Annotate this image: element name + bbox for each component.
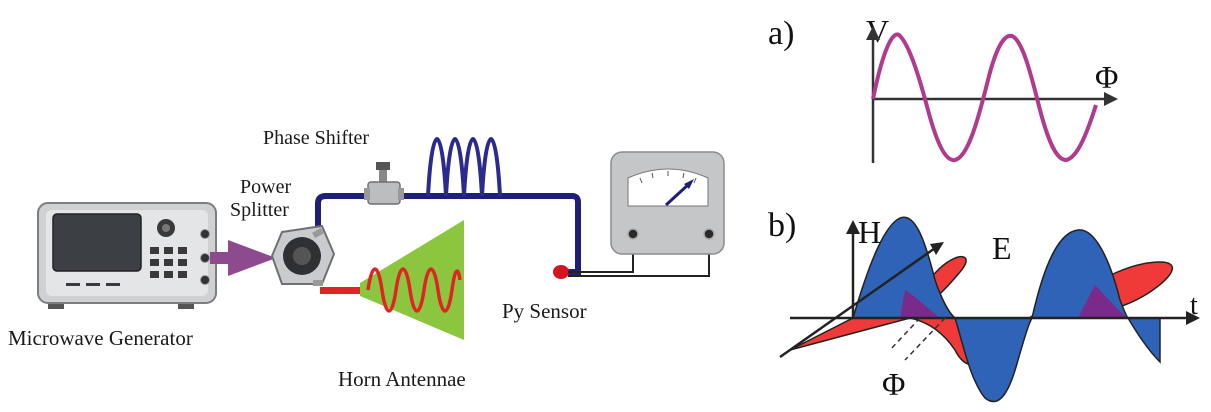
experimental-setup: Microwave Generator Power Splitter Phase… xyxy=(8,127,725,391)
power-splitter-icon xyxy=(270,224,336,286)
horn-wave xyxy=(366,267,462,313)
e-field-label: E xyxy=(992,230,1012,266)
py-sensor-label: Py Sensor xyxy=(502,299,587,323)
phase-dash-2 xyxy=(904,317,946,361)
signal-arrow xyxy=(210,240,276,276)
red-cable xyxy=(320,287,364,294)
py-sensor-icon xyxy=(553,265,569,279)
panel-a: a) V Φ xyxy=(768,13,1118,163)
phase-phi-label: Φ xyxy=(882,366,905,402)
panel-a-sine-wave xyxy=(871,32,1098,163)
meter-icon xyxy=(610,151,725,255)
microwave-generator-icon xyxy=(37,202,217,309)
phase-dash-1 xyxy=(889,317,921,351)
panel-a-x-axis-label: Φ xyxy=(1095,59,1118,95)
overlap-region xyxy=(900,290,940,318)
panel-b-diagonal-axis xyxy=(779,244,939,359)
horn-antenna-icon xyxy=(360,220,464,340)
blue-cable xyxy=(315,193,373,235)
panel-b-tag: b) xyxy=(768,207,796,244)
power-splitter-label-line2: Splitter xyxy=(230,199,289,221)
shifted-wave xyxy=(426,137,502,197)
panel-b: b) H E t Φ xyxy=(768,207,1200,403)
phase-shifter-label: Phase Shifter xyxy=(263,127,369,149)
h-field-label: H xyxy=(858,214,881,250)
h-field-wave xyxy=(851,216,958,319)
t-axis-label: t xyxy=(1190,290,1198,321)
panel-a-y-axis-label: V xyxy=(866,13,889,49)
horn-antennae-label: Horn Antennae xyxy=(338,367,466,391)
microwave-generator-label: Microwave Generator xyxy=(8,326,193,350)
power-splitter-label-line1: Power xyxy=(240,176,291,198)
phase-shifter-icon xyxy=(364,162,404,205)
panel-a-tag: a) xyxy=(768,15,794,52)
